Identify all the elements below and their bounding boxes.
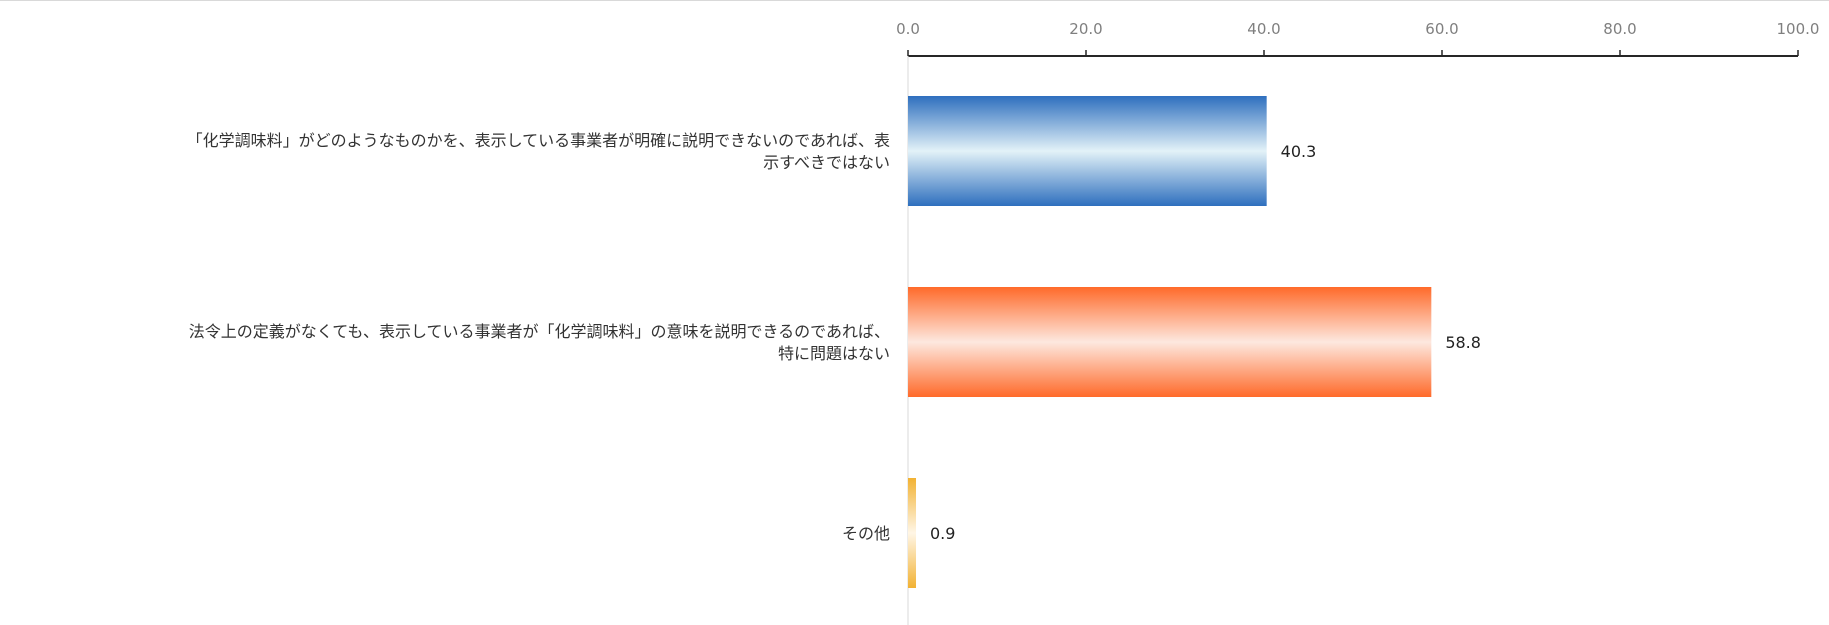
bar-1 (908, 96, 1267, 206)
bars (908, 96, 1432, 588)
category-label-1: 「化学調味料」がどのようなものかを、表示している事業者が明確に説明できないのであ… (187, 131, 890, 172)
x-tick-label: 0.0 (896, 20, 920, 38)
category-label-3: その他 (842, 524, 890, 543)
data-label-1: 40.3 (1281, 142, 1317, 161)
x-axis-tick-labels: 0.0 20.0 40.0 60.0 80.0 100.0 (896, 20, 1819, 38)
bar-2 (908, 287, 1432, 397)
category-label-2: 法令上の定義がなくても、表示している事業者が「化学調味料」の意味を説明できるので… (189, 322, 890, 363)
x-tick-label: 60.0 (1425, 20, 1458, 38)
x-tick-label: 40.0 (1247, 20, 1280, 38)
category-labels: 「化学調味料」がどのようなものかを、表示している事業者が明確に説明できないのであ… (187, 131, 890, 543)
data-label-2: 58.8 (1445, 333, 1481, 352)
x-tick-label: 100.0 (1777, 20, 1820, 38)
data-labels: 40.3 58.8 0.9 (930, 142, 1481, 543)
data-label-3: 0.9 (930, 524, 955, 543)
x-tick-label: 20.0 (1069, 20, 1102, 38)
bar-3 (908, 478, 917, 588)
x-tick-label: 80.0 (1603, 20, 1636, 38)
